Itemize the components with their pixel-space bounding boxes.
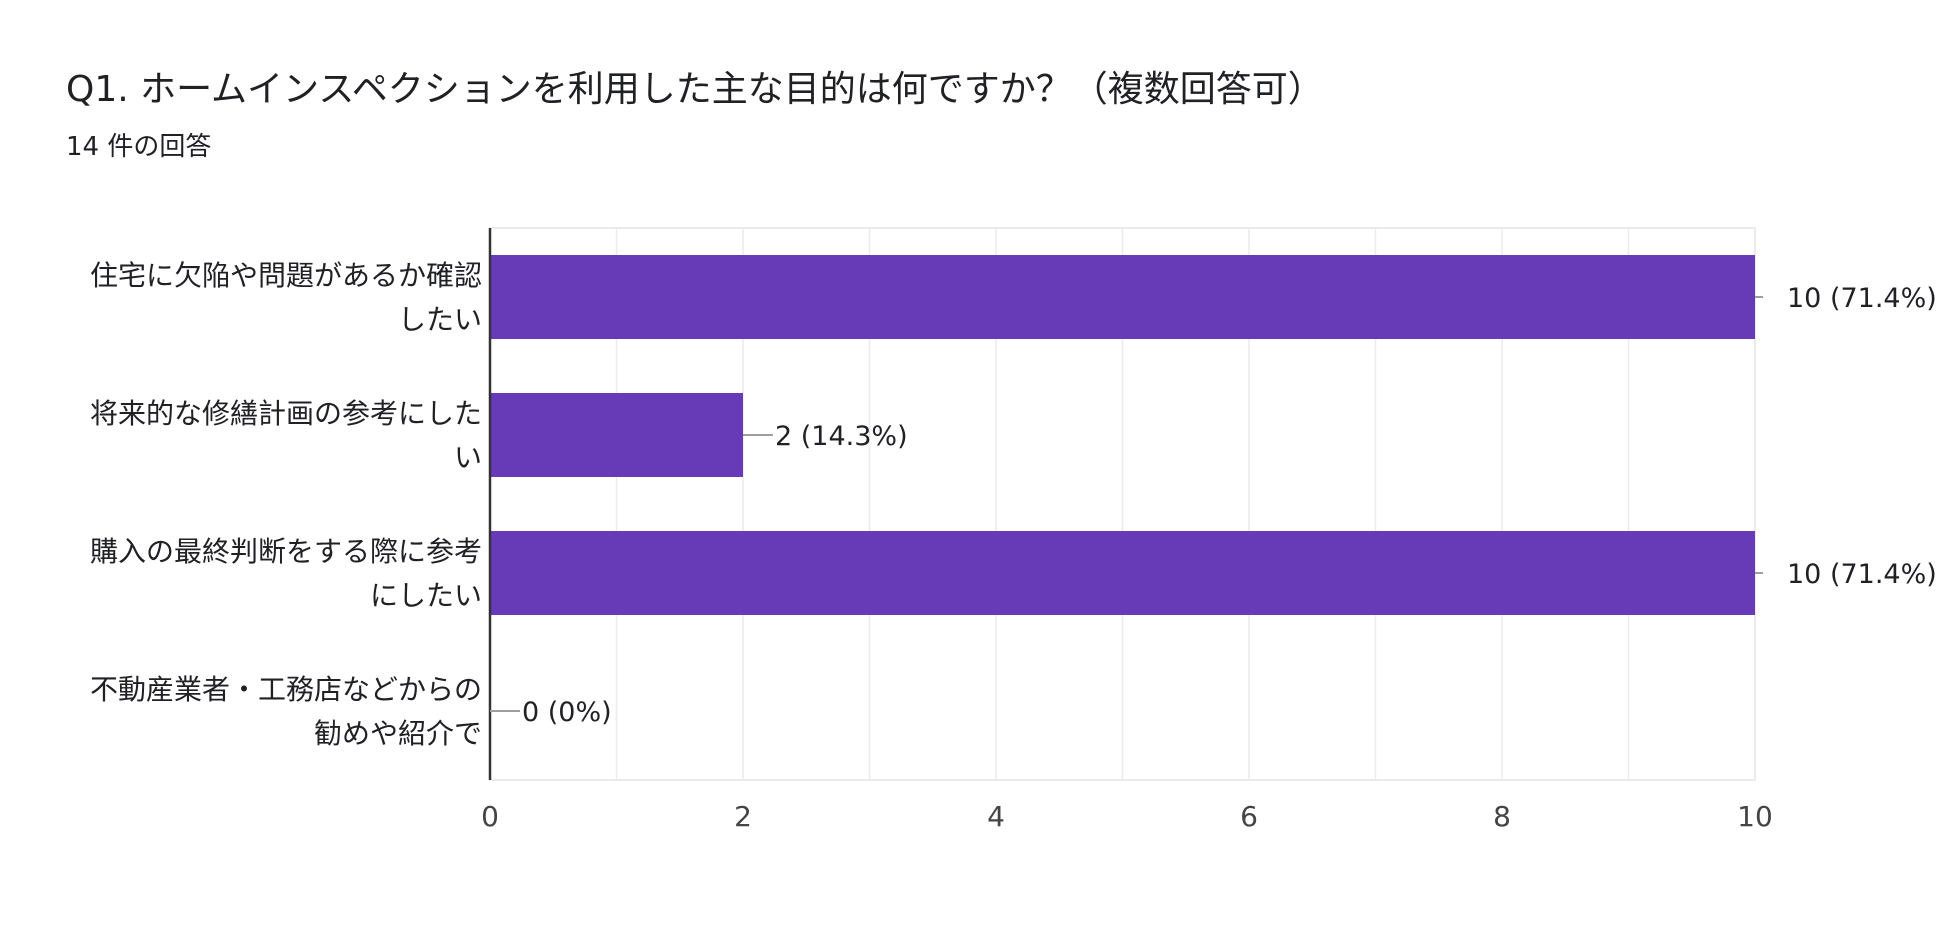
data-labels: 10 (71.4%) 2 (14.3%) 10 (71.4%) 0 (0%) (490, 283, 1937, 728)
bars (490, 255, 1755, 615)
category-label: 住宅に欠陥や問題があるか確認したい (90, 259, 482, 336)
x-tick-label: 4 (987, 800, 1005, 833)
data-label: 0 (0%) (522, 697, 612, 728)
chart-title: Q1. ホームインスペクションを利用した主な目的は何ですか？（複数回答可） (66, 69, 1324, 110)
data-label: 2 (14.3%) (775, 421, 908, 452)
x-tick-label: 0 (481, 800, 499, 833)
category-label: 購入の最終判断をする際に参考にしたい (90, 535, 482, 612)
data-label: 10 (71.4%) (1787, 559, 1937, 590)
bar (490, 255, 1755, 339)
x-tick-labels: 0 2 4 6 8 10 (481, 800, 1773, 833)
category-labels: 住宅に欠陥や問題があるか確認したい将来的な修繕計画の参考にしたい購入の最終判断を… (90, 259, 482, 750)
x-tick-label: 6 (1240, 800, 1258, 833)
category-label: 不動産業者・工務店などからの勧めや紹介で (90, 673, 482, 750)
category-label: 将来的な修繕計画の参考にしたい (90, 397, 482, 474)
bar (490, 531, 1755, 615)
data-label: 10 (71.4%) (1787, 283, 1937, 314)
x-tick-label: 2 (734, 800, 752, 833)
x-tick-label: 10 (1737, 800, 1773, 833)
bar (490, 393, 743, 477)
response-count: 14 件の回答 (66, 132, 212, 162)
x-tick-label: 8 (1493, 800, 1511, 833)
